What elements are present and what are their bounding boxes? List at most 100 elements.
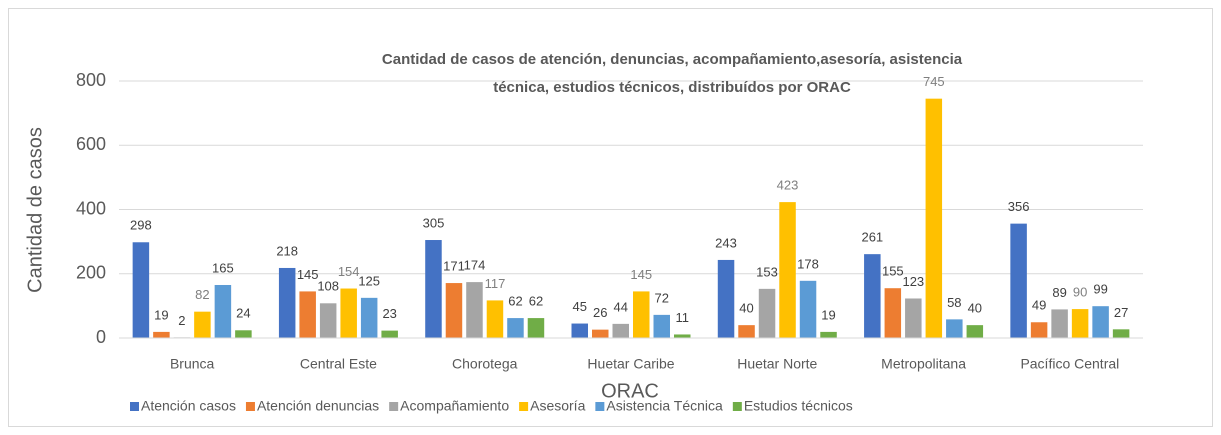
x-tick-label: Huetar Caribe xyxy=(587,356,674,372)
data-label: 174 xyxy=(464,258,486,273)
bar xyxy=(132,242,150,338)
bar xyxy=(653,314,670,338)
data-label: 305 xyxy=(423,215,445,230)
data-label: 155 xyxy=(882,264,904,279)
legend-label: Atención casos xyxy=(141,398,236,414)
bar xyxy=(360,297,378,338)
bar xyxy=(820,331,837,338)
chart-border xyxy=(8,8,1213,427)
data-label: 11 xyxy=(676,310,690,325)
legend-swatch xyxy=(519,402,529,411)
bar xyxy=(612,323,629,338)
x-tick-label: Metropolitana xyxy=(881,356,966,372)
data-label: 125 xyxy=(358,273,380,288)
bar xyxy=(966,325,984,338)
bar xyxy=(717,259,735,338)
bar xyxy=(571,323,588,338)
bar xyxy=(299,291,316,338)
x-tick-label: Brunca xyxy=(170,356,215,372)
bar xyxy=(592,329,609,338)
bar xyxy=(1071,309,1089,338)
bar xyxy=(278,267,296,338)
data-label: 23 xyxy=(382,306,396,321)
bar xyxy=(214,284,232,338)
bar xyxy=(507,318,524,338)
data-label: 117 xyxy=(485,276,506,291)
bar xyxy=(1112,329,1130,338)
bar xyxy=(153,331,170,338)
bar xyxy=(884,288,902,338)
legend-swatch xyxy=(595,402,605,411)
data-label: 40 xyxy=(739,301,753,316)
data-label: 24 xyxy=(236,306,250,321)
bar xyxy=(674,334,691,338)
bar xyxy=(527,318,545,338)
bar xyxy=(1051,309,1068,338)
y-tick-label: 600 xyxy=(76,134,106,154)
bar xyxy=(1030,322,1048,338)
data-label: 45 xyxy=(573,299,587,314)
data-label: 62 xyxy=(508,294,522,309)
y-tick-label: 200 xyxy=(76,263,106,283)
data-label: 145 xyxy=(297,267,319,282)
x-axis-label: ORAC xyxy=(601,380,659,402)
bar xyxy=(486,300,504,338)
legend-label: Asistencia Técnica xyxy=(606,398,723,414)
data-label: 19 xyxy=(821,307,835,322)
legend-label: Asesoría xyxy=(530,398,585,414)
data-label: 745 xyxy=(923,74,945,89)
legend-label: Estudios técnicos xyxy=(744,398,853,414)
data-label: 58 xyxy=(947,295,961,310)
bar xyxy=(946,319,963,338)
x-tick-label: Central Este xyxy=(300,356,377,372)
bar xyxy=(319,303,337,338)
legend-swatch xyxy=(245,402,255,411)
bar xyxy=(799,280,817,338)
data-label: 153 xyxy=(756,264,778,279)
bar xyxy=(758,288,776,338)
data-label: 19 xyxy=(154,307,168,322)
bar xyxy=(738,325,755,338)
data-label: 154 xyxy=(338,264,360,279)
legend-label: Atención denuncias xyxy=(257,398,379,414)
data-label: 243 xyxy=(715,235,737,250)
data-label: 72 xyxy=(655,290,669,305)
data-label: 99 xyxy=(1093,282,1107,297)
bar xyxy=(1010,223,1027,338)
y-tick-label: 800 xyxy=(76,70,106,90)
data-label: 356 xyxy=(1008,199,1030,214)
chart-title: Cantidad de casos de atención, denuncias… xyxy=(381,51,963,96)
bar xyxy=(425,240,442,338)
bar xyxy=(235,330,252,338)
data-label: 218 xyxy=(276,243,298,258)
legend-swatch xyxy=(130,402,139,411)
bar xyxy=(445,283,463,338)
data-label: 49 xyxy=(1032,298,1046,313)
data-label: 261 xyxy=(861,230,883,245)
bar xyxy=(340,288,357,338)
data-label: 171 xyxy=(443,259,465,274)
data-label: 123 xyxy=(902,274,924,289)
y-axis-label: Cantidad de casos xyxy=(24,127,46,293)
y-tick-label: 0 xyxy=(96,327,106,347)
data-label: 298 xyxy=(130,218,152,233)
data-label: 26 xyxy=(593,305,607,320)
data-label: 90 xyxy=(1073,285,1087,300)
data-label: 44 xyxy=(614,299,628,314)
bar xyxy=(905,298,922,338)
data-label: 89 xyxy=(1052,285,1066,300)
data-label: 108 xyxy=(317,279,339,294)
x-tick-label: Chorotega xyxy=(452,356,518,372)
bar xyxy=(194,311,211,338)
data-label: 62 xyxy=(529,294,543,309)
bar xyxy=(864,254,881,338)
data-label: 82 xyxy=(195,287,209,302)
data-label: 178 xyxy=(797,256,819,271)
data-label: 2 xyxy=(178,313,185,328)
bar xyxy=(633,291,650,338)
data-label: 165 xyxy=(212,260,234,275)
legend-swatch xyxy=(389,402,399,411)
data-label: 145 xyxy=(630,267,652,282)
